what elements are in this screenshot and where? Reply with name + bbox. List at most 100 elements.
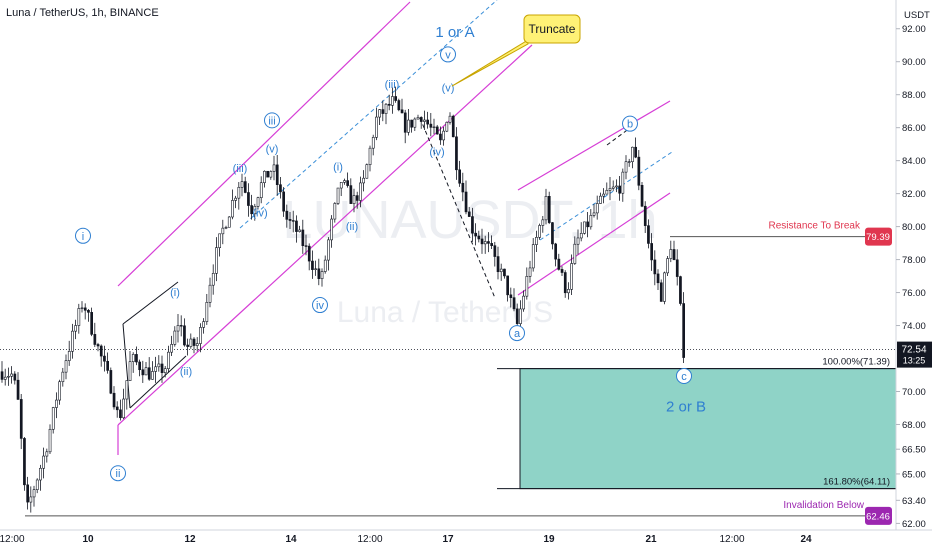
channel-lines[interactable] bbox=[117, 1, 671, 455]
wedge-lines[interactable] bbox=[122, 281, 187, 409]
candle-body bbox=[557, 258, 561, 270]
candle-body bbox=[362, 177, 366, 184]
candle-body bbox=[592, 212, 596, 216]
wave-label: (iii) bbox=[385, 79, 400, 91]
candle-body bbox=[128, 361, 132, 381]
candle-body bbox=[384, 103, 388, 114]
candle-body bbox=[637, 156, 641, 186]
candle-body bbox=[608, 188, 612, 191]
wave-label: (ii) bbox=[180, 366, 192, 378]
candle-body bbox=[272, 164, 276, 172]
wave-label: c bbox=[681, 371, 687, 383]
candle-body bbox=[154, 366, 158, 372]
time-axis[interactable]: 12:00 10 12 14 12:00 17 19 21 12:00 24 bbox=[0, 534, 812, 545]
candle-body bbox=[397, 100, 401, 111]
truncate-callout[interactable]: Truncate bbox=[451, 14, 581, 87]
wave-label: i bbox=[82, 231, 84, 243]
wave-label-circle bbox=[676, 367, 692, 384]
candle-body bbox=[259, 182, 263, 198]
candle-body bbox=[554, 243, 557, 260]
candle-body bbox=[247, 192, 250, 206]
candle-body bbox=[359, 182, 362, 201]
candle-body bbox=[80, 307, 84, 309]
candlestick-series[interactable] bbox=[0, 86, 685, 513]
candle-body bbox=[461, 182, 465, 193]
price-tick-label: 66.50 bbox=[902, 445, 926, 456]
candle-body bbox=[147, 367, 151, 380]
candle-body bbox=[624, 161, 628, 173]
candle-body bbox=[487, 241, 490, 244]
candle-body bbox=[115, 406, 119, 411]
price-axis[interactable]: 92.00 90.00 88.00 86.00 84.00 82.00 80.00 78.00… bbox=[896, 24, 926, 530]
price-tick-label: 74.00 bbox=[902, 321, 926, 332]
candle-body bbox=[490, 243, 494, 246]
candle-body bbox=[23, 438, 26, 486]
price-tick-label: 68.00 bbox=[902, 420, 926, 431]
wave-label-circle bbox=[622, 115, 638, 132]
candle-body bbox=[311, 260, 314, 270]
candle-body bbox=[458, 169, 462, 184]
price-tick-label: 84.00 bbox=[902, 156, 926, 167]
candle-body bbox=[349, 185, 353, 204]
candle-body bbox=[531, 244, 535, 269]
chart-title: Luna / TetherUS, 1h, BINANCE bbox=[6, 7, 159, 19]
candle-body bbox=[496, 256, 500, 273]
wave-label: (i) bbox=[333, 162, 343, 174]
candle-body bbox=[407, 119, 410, 133]
candle-body bbox=[336, 187, 340, 204]
candle-body bbox=[515, 308, 519, 324]
candle-body bbox=[3, 376, 7, 380]
candle-body bbox=[560, 269, 564, 273]
candle-body bbox=[477, 235, 481, 240]
price-tick-label: 90.00 bbox=[902, 57, 926, 68]
candle-body bbox=[682, 303, 685, 358]
svg-text:79.39: 79.39 bbox=[866, 232, 890, 243]
candle-body bbox=[426, 119, 430, 125]
candle-body bbox=[183, 325, 186, 346]
candle-body bbox=[19, 399, 23, 439]
candle-body bbox=[483, 241, 487, 245]
candle-body bbox=[509, 294, 513, 298]
callout-text: Truncate bbox=[529, 22, 576, 36]
candle-body bbox=[352, 195, 356, 204]
candle-body bbox=[544, 196, 548, 221]
candle-body bbox=[499, 268, 503, 273]
candle-body bbox=[253, 206, 257, 215]
candle-body bbox=[378, 109, 382, 118]
candle-body bbox=[64, 360, 68, 373]
candle-body bbox=[595, 203, 599, 214]
price-unit: USDT bbox=[904, 10, 930, 21]
candle-body bbox=[423, 119, 426, 122]
candle-body bbox=[339, 182, 343, 189]
candle-body bbox=[480, 238, 484, 245]
wave-label: (i) bbox=[170, 287, 180, 299]
wave-label: ii bbox=[116, 468, 121, 480]
candle-body bbox=[234, 197, 238, 201]
candle-body bbox=[547, 196, 551, 223]
candle-body bbox=[627, 161, 631, 163]
candle-body bbox=[240, 181, 244, 188]
candle-body bbox=[330, 218, 334, 241]
time-tick-label: 12 bbox=[184, 534, 196, 545]
candle-body bbox=[279, 184, 282, 193]
candle-body bbox=[474, 232, 478, 237]
candle-body bbox=[83, 307, 87, 311]
candle-body bbox=[58, 381, 61, 401]
candle-body bbox=[586, 221, 589, 228]
candle-body bbox=[10, 373, 14, 377]
time-tick-label: 12:00 bbox=[719, 534, 744, 545]
candle-body bbox=[195, 343, 199, 346]
time-tick-label: 14 bbox=[285, 534, 297, 545]
candle-body bbox=[346, 180, 350, 186]
time-tick-label: 12:00 bbox=[357, 534, 382, 545]
candle-body bbox=[167, 351, 170, 370]
target-zone[interactable] bbox=[519, 368, 897, 490]
candle-body bbox=[131, 354, 135, 363]
candle-body bbox=[282, 191, 286, 212]
candle-body bbox=[464, 191, 468, 213]
candle-body bbox=[16, 379, 20, 400]
time-tick-label: 10 bbox=[82, 534, 94, 545]
candle-body bbox=[39, 467, 42, 481]
candle-body bbox=[29, 496, 33, 503]
